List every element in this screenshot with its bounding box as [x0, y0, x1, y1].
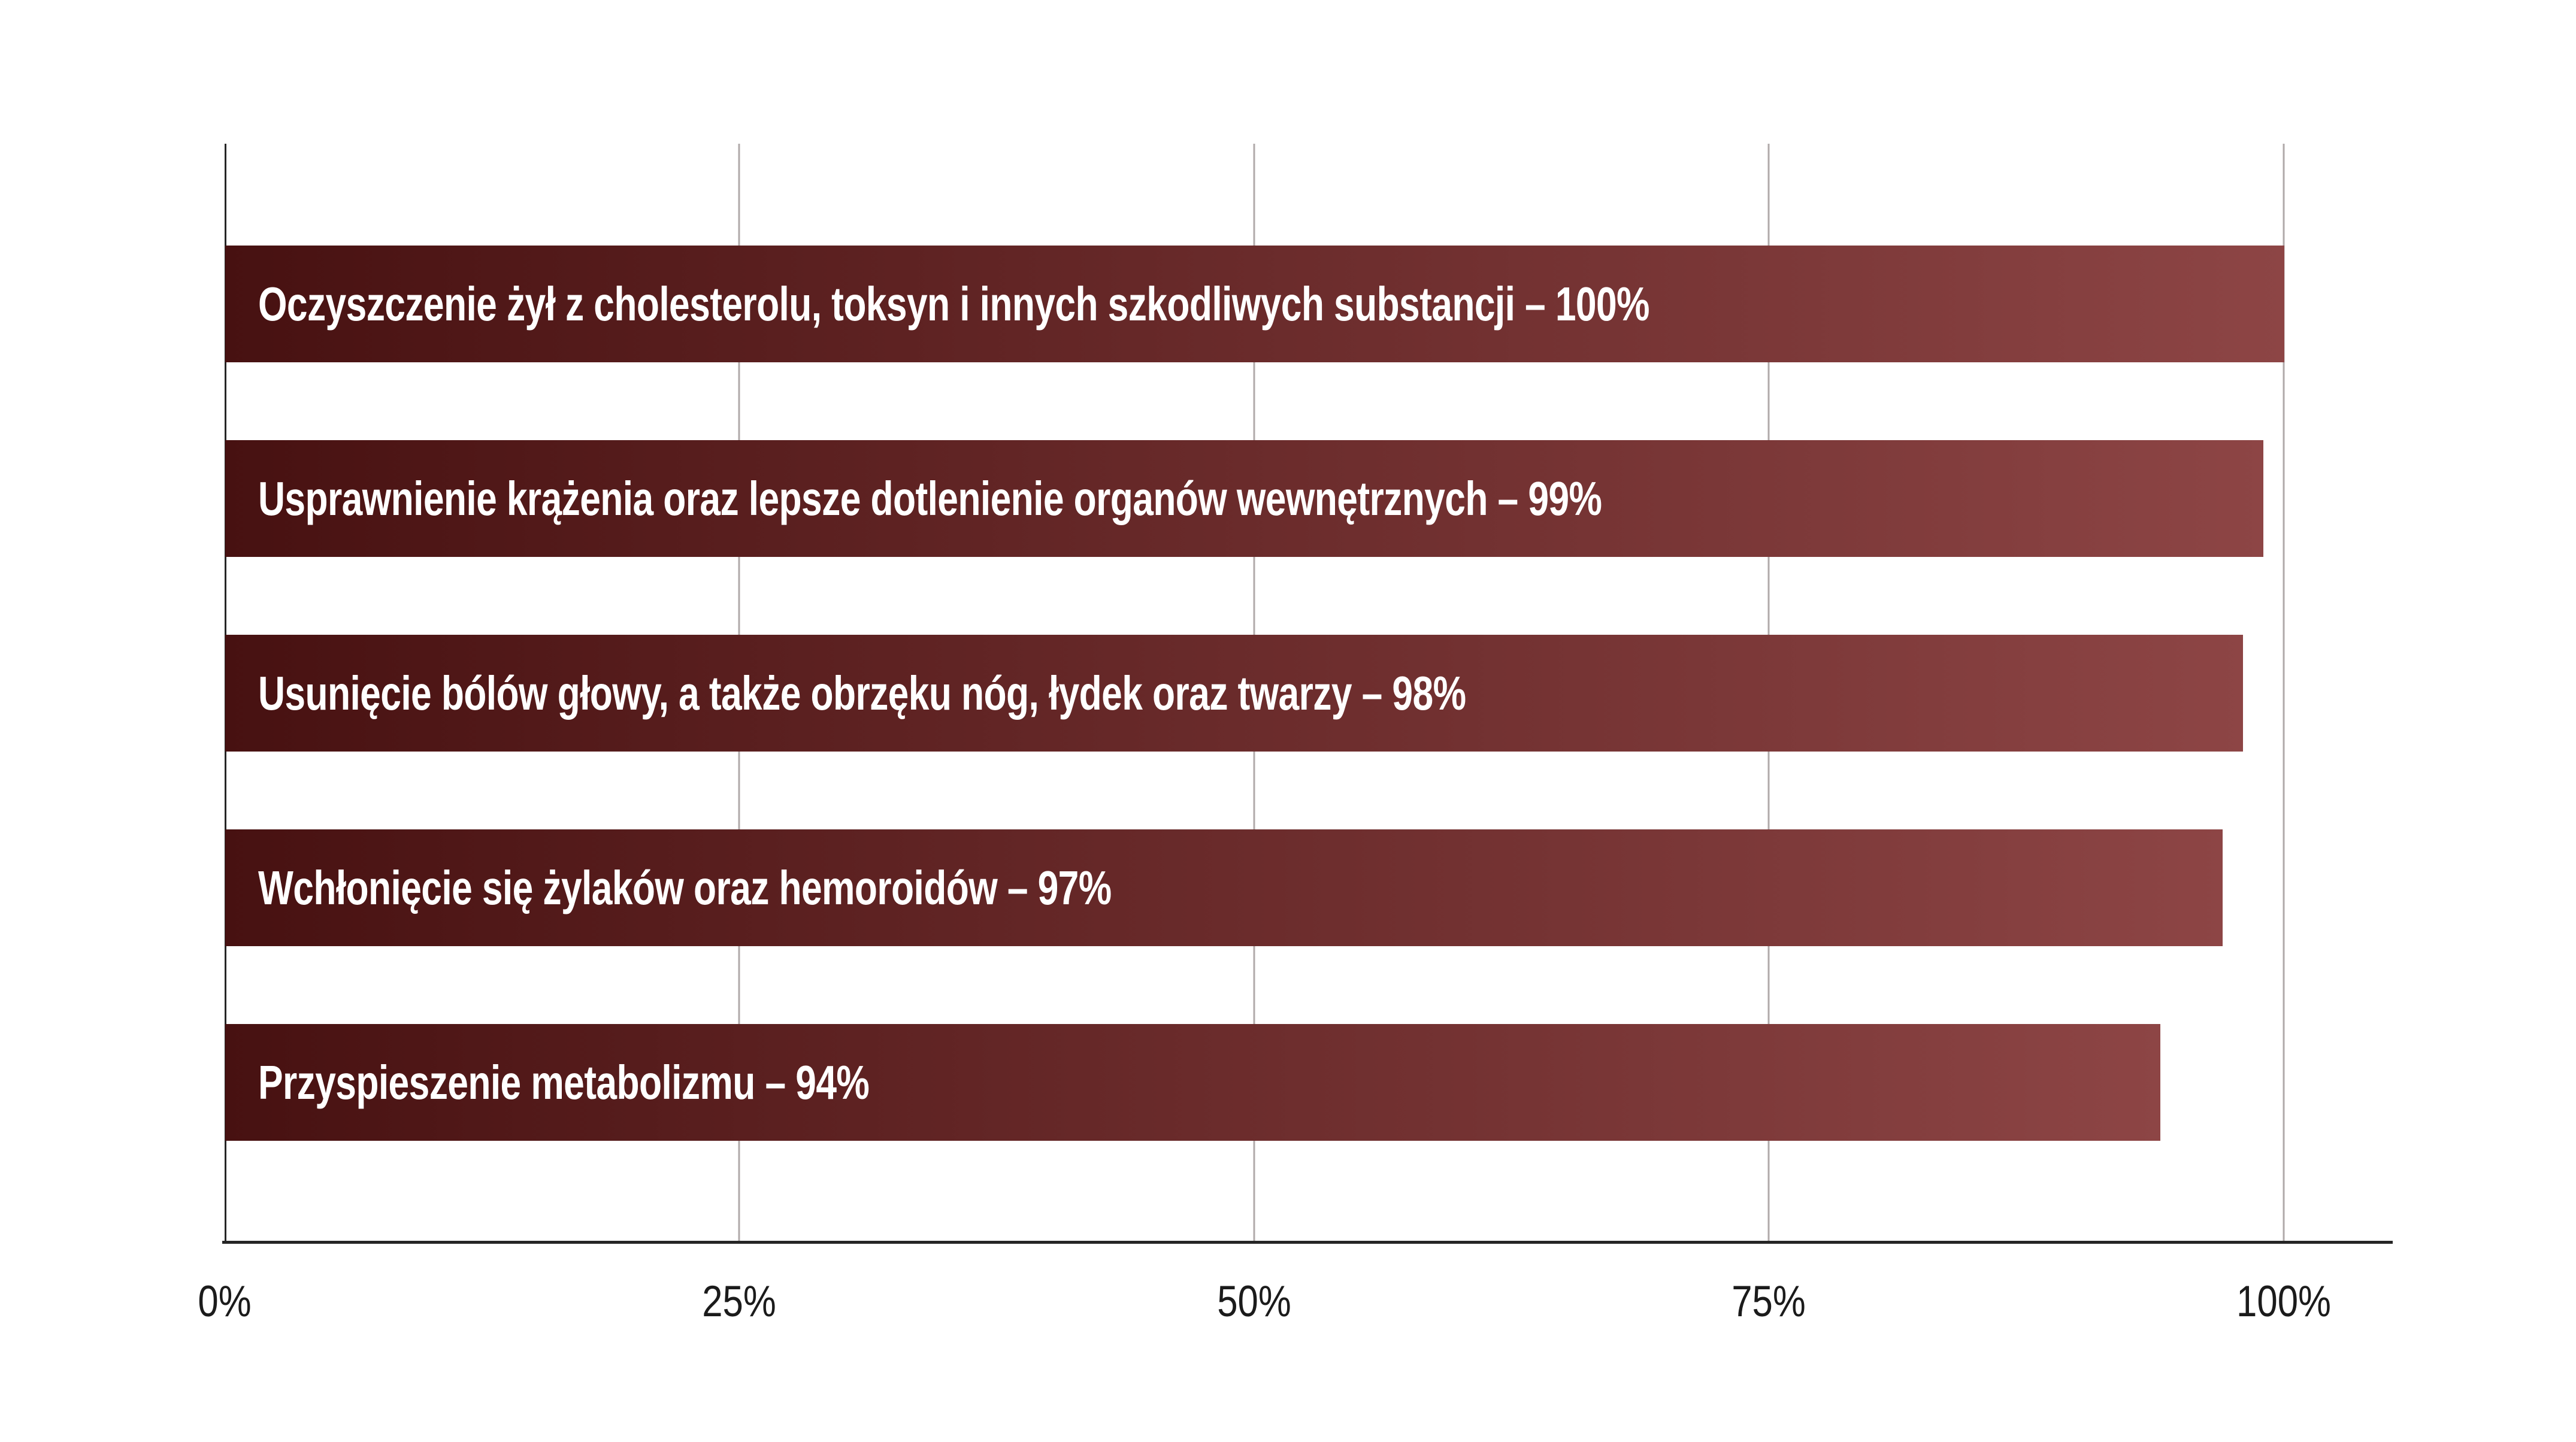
- gridline-100: [2283, 144, 2285, 1241]
- bar-row: Wchłonięcie się żylaków oraz hemoroidów …: [225, 829, 2223, 947]
- x-tick-label: 50%: [1217, 1276, 1291, 1326]
- bar-row: Oczyszczenie żył z cholesterolu, toksyn …: [225, 246, 2284, 363]
- bar-label: Usunięcie bólów głowy, a także obrzęku n…: [258, 666, 1466, 720]
- bar-label: Oczyszczenie żył z cholesterolu, toksyn …: [258, 277, 1650, 331]
- bar-label: Wchłonięcie się żylaków oraz hemoroidów …: [258, 861, 1112, 914]
- x-axis-line: [222, 1241, 2393, 1244]
- x-tick-label: 100%: [2236, 1276, 2331, 1326]
- bar-row: Przyspieszenie metabolizmu – 94%: [225, 1024, 2161, 1141]
- x-tick-label: 75%: [1732, 1276, 1806, 1326]
- x-tick-label: 25%: [702, 1276, 777, 1326]
- bar-label: Usprawnienie krążenia oraz lepsze dotlen…: [258, 471, 1602, 525]
- bar-label: Przyspieszenie metabolizmu – 94%: [258, 1055, 870, 1109]
- bar-row: Usprawnienie krążenia oraz lepsze dotlen…: [225, 440, 2264, 558]
- bar-row: Usunięcie bólów głowy, a także obrzęku n…: [225, 635, 2243, 752]
- x-tick-label: 0%: [198, 1276, 252, 1326]
